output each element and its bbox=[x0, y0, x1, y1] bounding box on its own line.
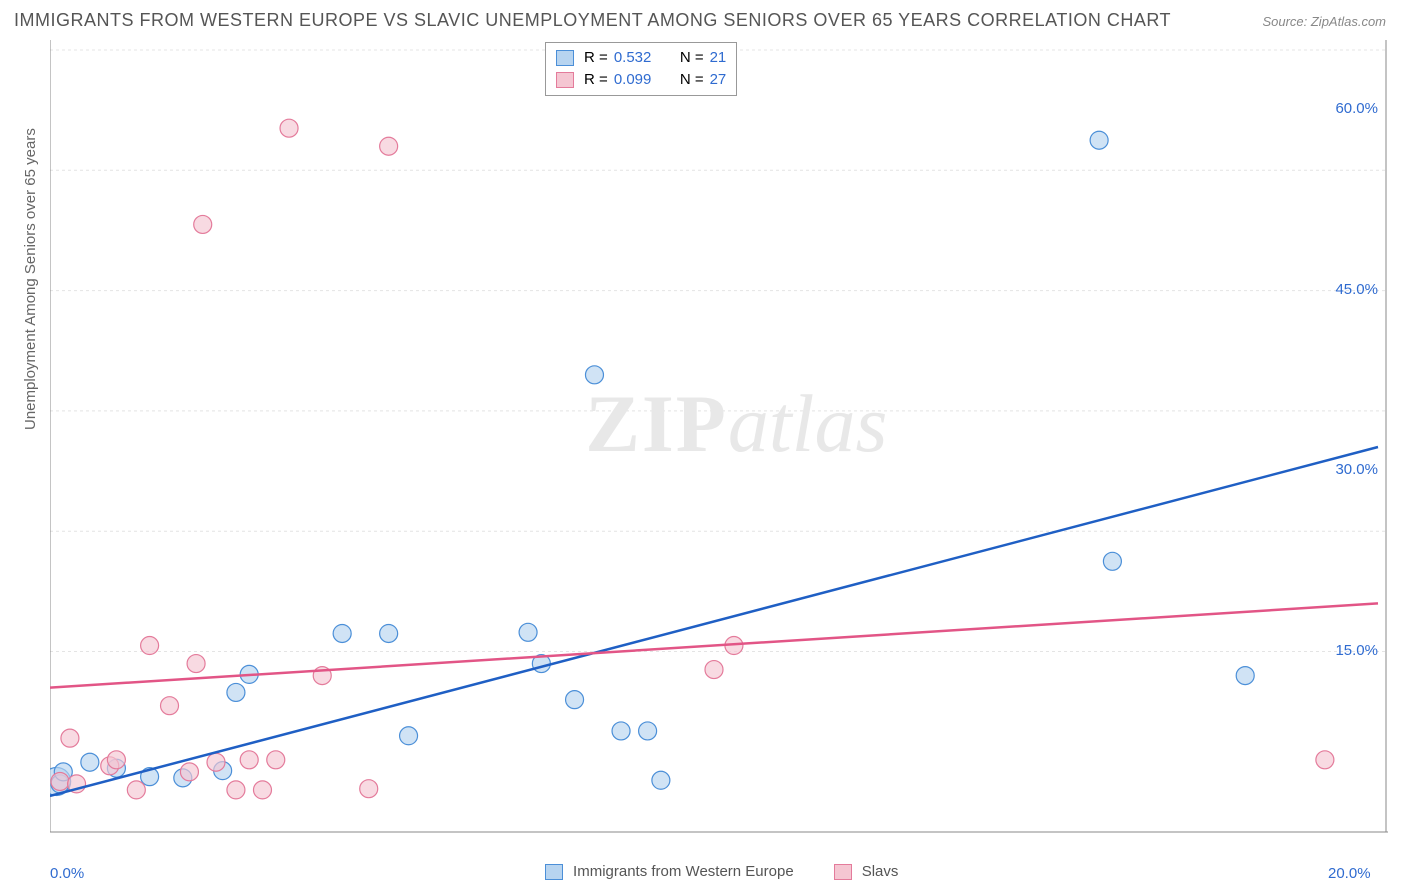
legend-series: Immigrants from Western Europe Slavs bbox=[545, 863, 928, 880]
legend-stats: R =0.532N =21R =0.099N =27 bbox=[545, 42, 737, 96]
legend-stat-row: R =0.532N =21 bbox=[556, 47, 726, 69]
legend-swatch bbox=[556, 50, 574, 66]
y-tick-label: 30.0% bbox=[1335, 461, 1378, 478]
source-label: Source: ZipAtlas.com bbox=[1262, 14, 1386, 29]
legend-swatch bbox=[545, 864, 563, 880]
legend-series-label: Slavs bbox=[862, 863, 899, 880]
legend-stat-row: R =0.099N =27 bbox=[556, 69, 726, 91]
y-tick-label: 45.0% bbox=[1335, 281, 1378, 298]
y-tick-label: 60.0% bbox=[1335, 100, 1378, 117]
chart-title: IMMIGRANTS FROM WESTERN EUROPE VS SLAVIC… bbox=[14, 10, 1171, 31]
y-axis-title: Unemployment Among Seniors over 65 years bbox=[22, 128, 39, 430]
legend-swatch bbox=[556, 72, 574, 88]
x-tick-label: 0.0% bbox=[50, 865, 84, 882]
chart-container bbox=[50, 40, 1388, 842]
scatter-chart bbox=[50, 40, 1388, 842]
legend-swatch bbox=[834, 864, 852, 880]
y-tick-label: 15.0% bbox=[1335, 642, 1378, 659]
x-tick-label: 20.0% bbox=[1328, 865, 1371, 882]
legend-series-label: Immigrants from Western Europe bbox=[573, 863, 794, 880]
